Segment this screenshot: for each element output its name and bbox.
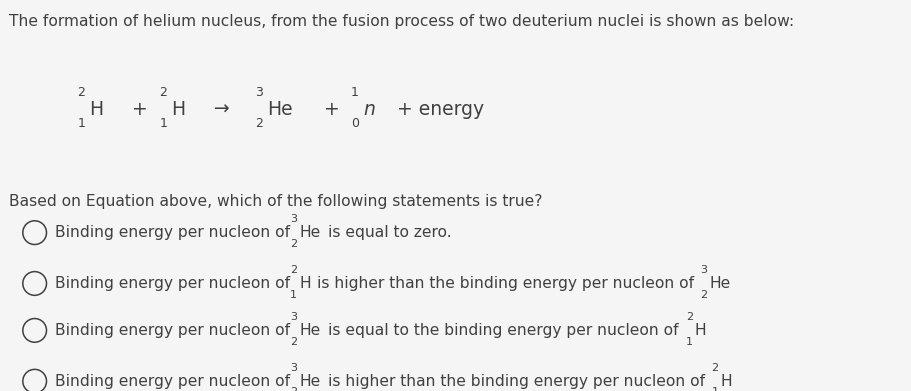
Text: H: H (694, 323, 706, 338)
Text: H: H (89, 100, 103, 119)
Text: Binding energy per nucleon of: Binding energy per nucleon of (55, 323, 290, 338)
Text: + energy: + energy (396, 100, 484, 119)
Text: is higher than the binding energy per nucleon of: is higher than the binding energy per nu… (328, 374, 705, 389)
Text: 1: 1 (711, 387, 718, 391)
Text: 2: 2 (711, 362, 718, 373)
Text: 2: 2 (159, 86, 168, 99)
Text: 2: 2 (290, 239, 297, 249)
Text: →: → (214, 100, 230, 119)
Text: 2: 2 (77, 86, 86, 99)
Text: 1: 1 (685, 337, 692, 347)
Text: 2: 2 (290, 337, 297, 347)
Text: is equal to zero.: is equal to zero. (328, 225, 452, 240)
Text: H: H (171, 100, 185, 119)
Text: 2: 2 (255, 117, 263, 130)
Text: 1: 1 (77, 117, 86, 130)
Text: Based on Equation above, which of the following statements is true?: Based on Equation above, which of the fo… (9, 194, 542, 208)
Text: n: n (363, 100, 374, 119)
Text: 1: 1 (159, 117, 168, 130)
Text: He: He (299, 225, 320, 240)
Text: 2: 2 (700, 290, 707, 300)
Text: is higher than the binding energy per nucleon of: is higher than the binding energy per nu… (317, 276, 694, 291)
Text: 3: 3 (290, 214, 297, 224)
Text: He: He (709, 276, 730, 291)
Text: 2: 2 (685, 312, 692, 322)
Text: He: He (299, 323, 320, 338)
Text: 2: 2 (290, 265, 297, 275)
Text: +: + (132, 100, 148, 119)
Text: 3: 3 (700, 265, 707, 275)
Text: 1: 1 (290, 290, 297, 300)
Text: 0: 0 (351, 117, 359, 130)
Text: He: He (267, 100, 292, 119)
Text: +: + (323, 100, 339, 119)
Text: Binding energy per nucleon of: Binding energy per nucleon of (55, 374, 290, 389)
Text: 2: 2 (290, 387, 297, 391)
Text: The formation of helium nucleus, from the fusion process of two deuterium nuclei: The formation of helium nucleus, from th… (9, 14, 793, 29)
Text: He: He (299, 374, 320, 389)
Text: Binding energy per nucleon of: Binding energy per nucleon of (55, 276, 290, 291)
Text: 3: 3 (290, 312, 297, 322)
Text: Binding energy per nucleon of: Binding energy per nucleon of (55, 225, 290, 240)
Text: 1: 1 (351, 86, 359, 99)
Text: H: H (299, 276, 311, 291)
Text: H: H (720, 374, 732, 389)
Text: is equal to the binding energy per nucleon of: is equal to the binding energy per nucle… (328, 323, 678, 338)
Text: 3: 3 (255, 86, 263, 99)
Text: 3: 3 (290, 362, 297, 373)
